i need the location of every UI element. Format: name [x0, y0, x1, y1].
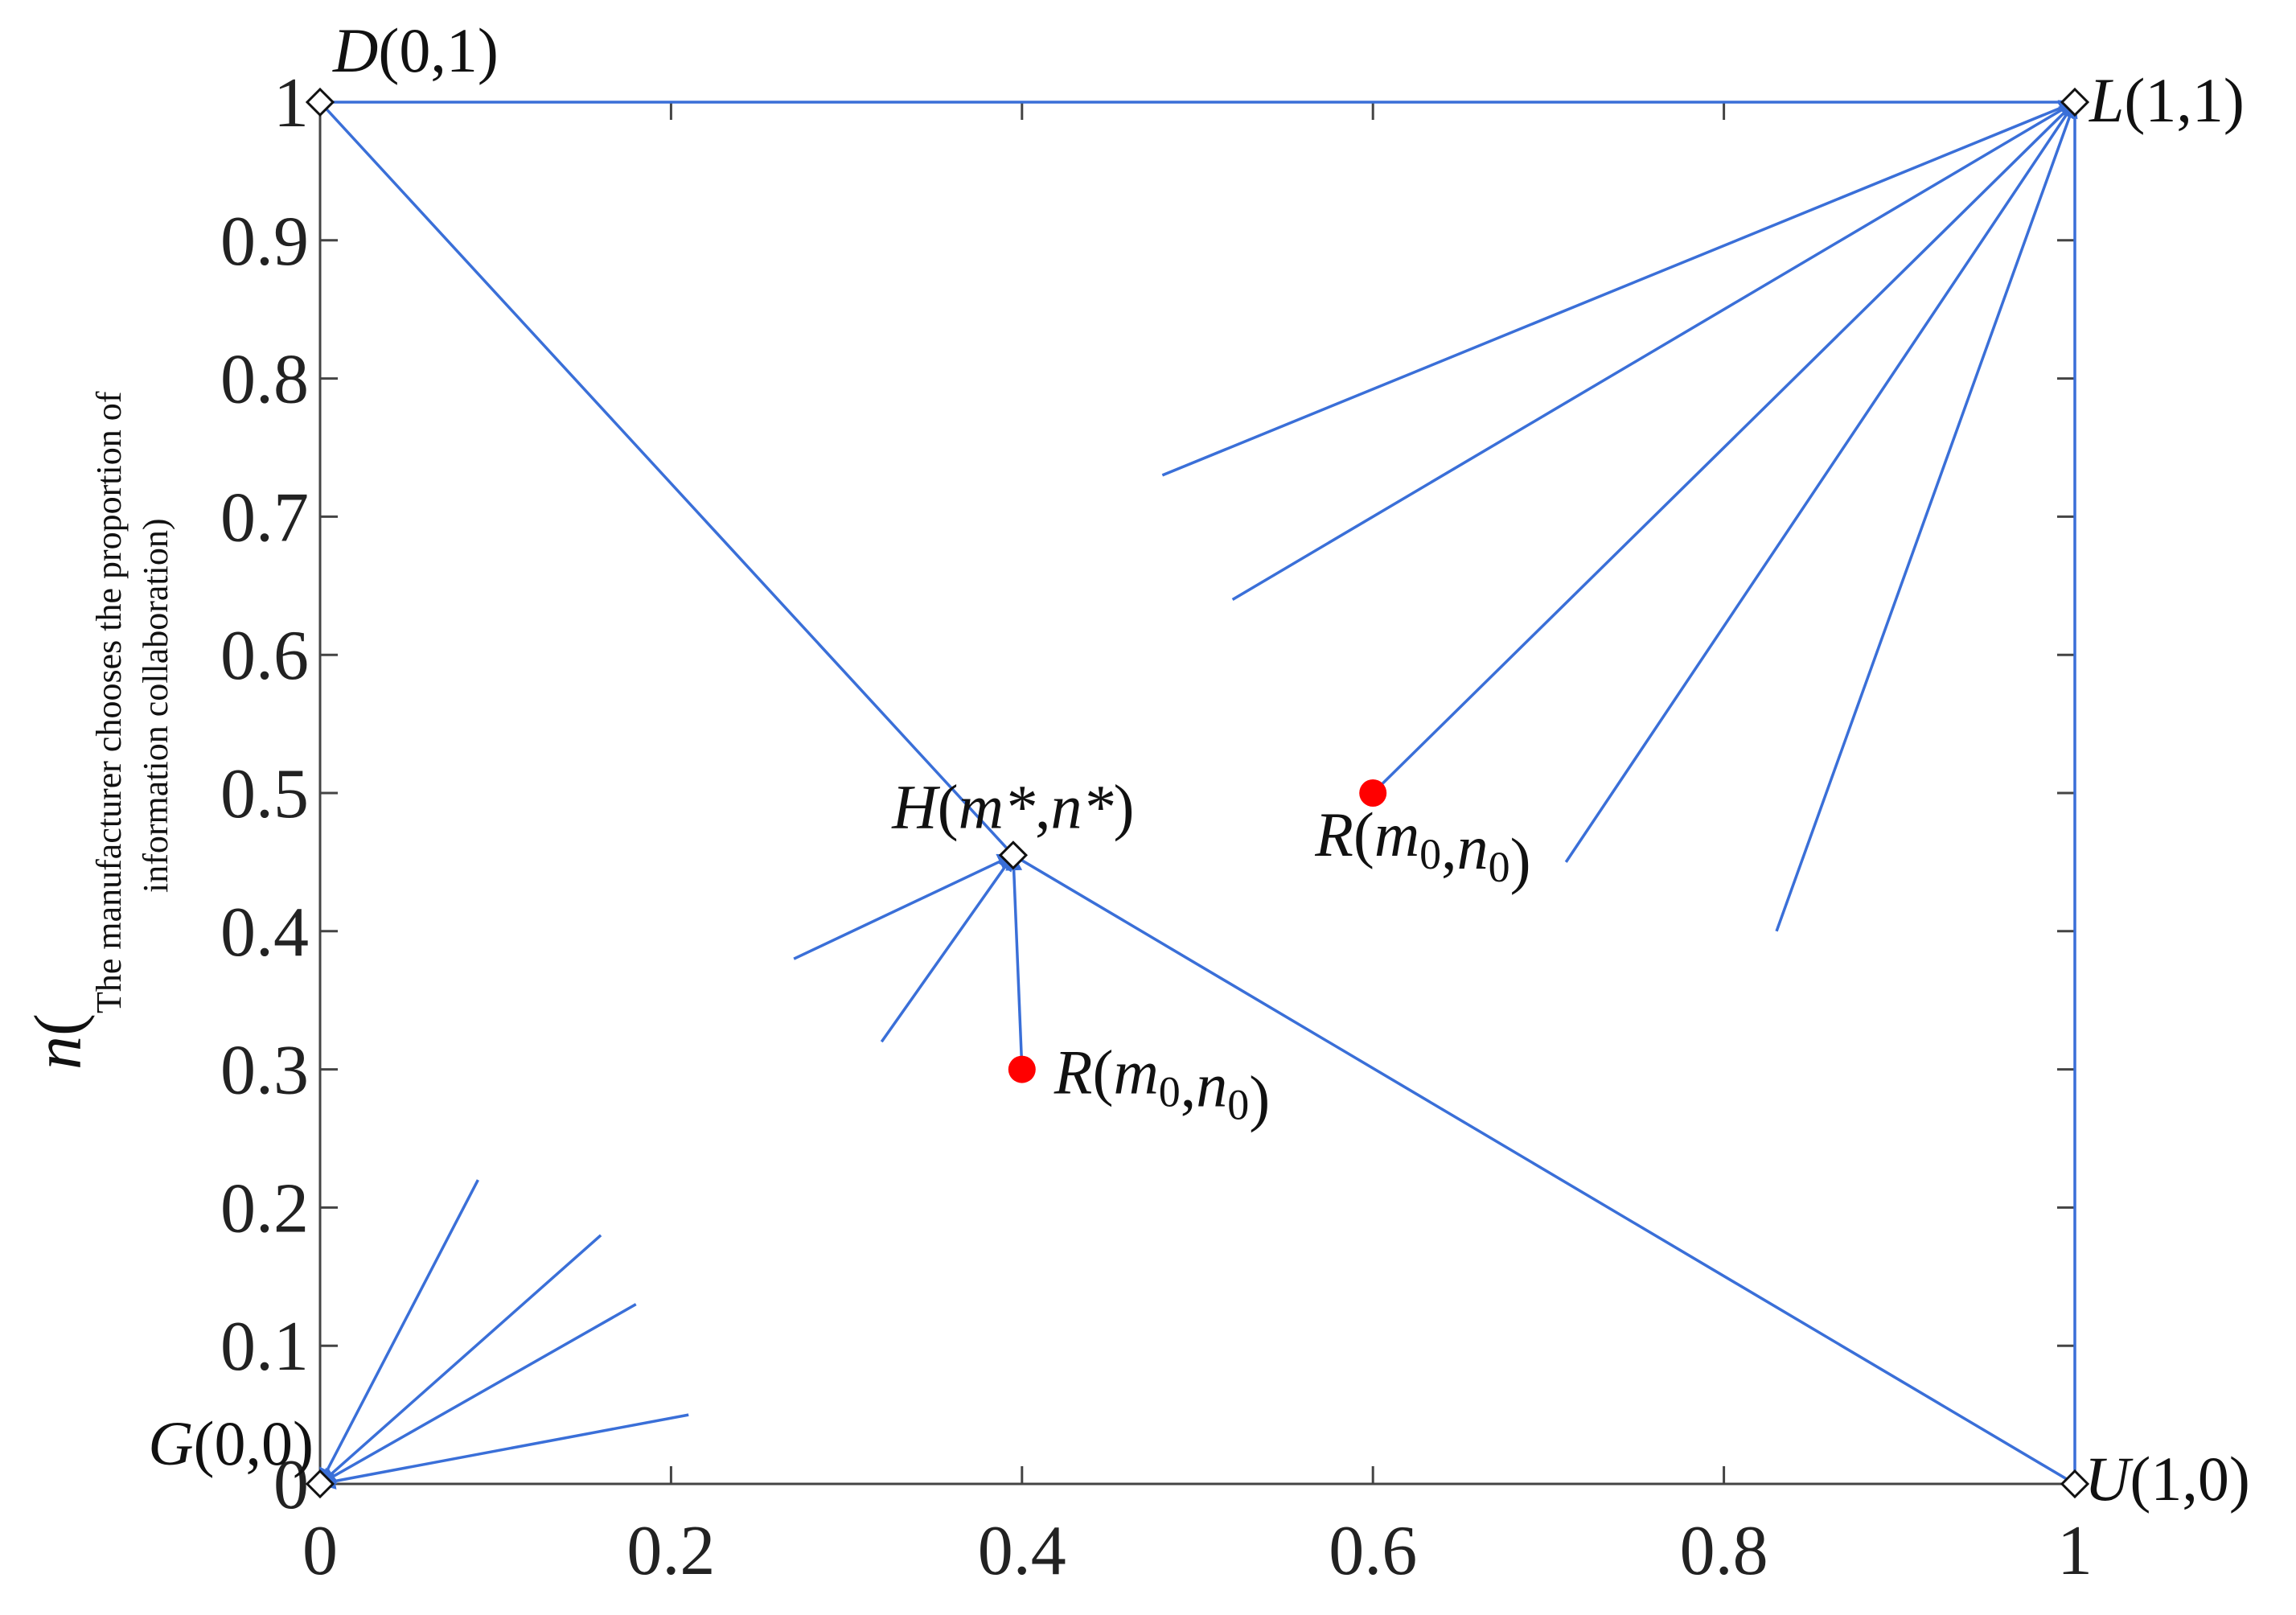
x-tick-label: 0.4 [978, 1512, 1066, 1590]
trajectory-arrow [1005, 853, 1024, 1070]
points [305, 87, 2090, 1499]
y-axis-label-group: n(The manufacturer chooses the proportio… [21, 391, 175, 1070]
y-axis-label-line: The manufacturer chooses the proportion … [89, 391, 129, 1013]
y-axis-label-line: information collaboration) [136, 518, 175, 893]
y-tick-label: 1 [273, 64, 309, 142]
trajectory-arrow [318, 1413, 689, 1490]
trajectory-arrow [318, 1179, 479, 1486]
initial-point [1359, 779, 1387, 807]
plot-frame [318, 101, 2076, 1486]
y-tick-label: 0.7 [220, 479, 309, 557]
y-tick-label: 0 [273, 1446, 309, 1524]
equilibrium-label: L(1,1) [2089, 65, 2245, 135]
x-tick-label: 1 [2057, 1512, 2093, 1590]
y-tick-label: 0.2 [220, 1169, 309, 1247]
x-tick-label: 0.2 [626, 1512, 715, 1590]
equilibrium-marker [305, 87, 335, 117]
y-tick-label: 0.6 [220, 617, 309, 695]
equilibrium-label: G(0,0) [148, 1408, 314, 1478]
initial-point [1008, 1055, 1036, 1083]
x-tick-label: 0.6 [1329, 1512, 1417, 1590]
x-tick-label: 0 [302, 1512, 338, 1590]
point-labels: D(0,1) L(1,1) G(0,0) U(1,0) H(m*,n*) R(m0,n0)… [148, 15, 2250, 1514]
y-tick-label: 0.4 [220, 894, 309, 972]
boundary-line [318, 101, 1015, 857]
equilibrium-marker [998, 840, 1029, 870]
equilibrium-label: U(1,0) [2084, 1444, 2250, 1514]
equilibrium-label: D(0,1) [332, 15, 499, 85]
trajectory-arrow [1231, 101, 2076, 601]
initial-point-label: R(m0,n0) [1054, 1038, 1270, 1133]
trajectory-arrow [318, 1303, 637, 1486]
y-axis-label: n(The manufacturer chooses the proportio… [21, 391, 175, 1070]
equilibrium-label: H(m*,n*) [891, 771, 1134, 841]
equilibrium-marker [2060, 1469, 2090, 1499]
trajectories [318, 100, 2078, 1490]
equilibrium-marker [2060, 87, 2090, 117]
trajectory-arrow [318, 1234, 602, 1486]
boundary-line [1012, 853, 2076, 1486]
trajectory-arrow [1161, 100, 2076, 477]
trajectory-arrow [1564, 101, 2076, 863]
trajectory-arrow [793, 853, 1015, 960]
trajectory-arrow [1371, 101, 2076, 795]
y-axis-prefix: n( [21, 1013, 96, 1070]
x-tick-label: 0.8 [1680, 1512, 1768, 1590]
y-tick-label: 0.8 [220, 341, 309, 419]
axes: 0 0.2 0.4 0.6 0.8 1 0 0.1 0.2 0.3 0.4 0.5 0.6 0.7 0.8 0… [220, 64, 2093, 1590]
y-tick-label: 0.3 [220, 1032, 309, 1110]
y-tick-label: 0.9 [220, 203, 309, 281]
y-tick-label: 0.5 [220, 755, 309, 833]
initial-point-label: R(m0,n0) [1314, 799, 1530, 895]
trajectory-arrow [1775, 101, 2078, 932]
trajectory-arrow [880, 853, 1015, 1043]
equilibrium-marker [305, 1469, 335, 1499]
y-tick-label: 0.1 [220, 1308, 309, 1386]
